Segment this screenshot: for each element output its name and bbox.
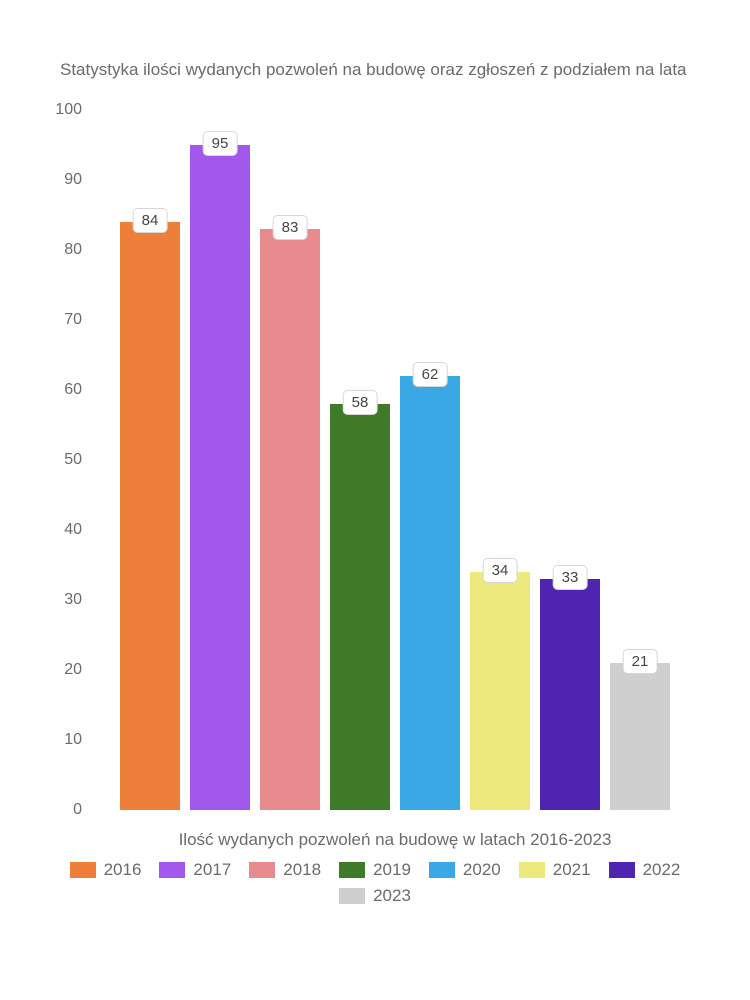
- y-tick: 20: [64, 661, 82, 679]
- y-tick: 100: [55, 101, 82, 119]
- y-tick: 60: [64, 381, 82, 399]
- legend-item-2018: 2018: [249, 860, 321, 880]
- bar-2018: 83: [260, 229, 320, 810]
- bar-wrap: 33: [540, 110, 600, 810]
- y-tick: 80: [64, 241, 82, 259]
- bar-2021: 34: [470, 572, 530, 810]
- bar-2022: 33: [540, 579, 600, 810]
- chart-area: 0102030405060708090100 8495835862343321 …: [90, 110, 700, 850]
- bar-2020: 62: [400, 376, 460, 810]
- chart-container: Statystyka ilości wydanych pozwoleń na b…: [0, 0, 750, 1000]
- legend-item-2016: 2016: [70, 860, 142, 880]
- legend-label: 2017: [193, 860, 231, 880]
- y-tick: 50: [64, 451, 82, 469]
- legend-item-2022: 2022: [609, 860, 681, 880]
- bar-value-label: 62: [413, 362, 448, 387]
- bar-value-label: 95: [203, 131, 238, 156]
- bar-wrap: 84: [120, 110, 180, 810]
- bar-wrap: 62: [400, 110, 460, 810]
- legend-swatch: [339, 862, 365, 878]
- legend-swatch: [339, 888, 365, 904]
- legend-label: 2016: [104, 860, 142, 880]
- bar-wrap: 58: [330, 110, 390, 810]
- bar-value-label: 58: [343, 390, 378, 415]
- legend-label: 2021: [553, 860, 591, 880]
- bar-2016: 84: [120, 222, 180, 810]
- y-tick: 70: [64, 311, 82, 329]
- bar-value-label: 84: [133, 208, 168, 233]
- bar-wrap: 34: [470, 110, 530, 810]
- y-tick: 30: [64, 591, 82, 609]
- bar-value-label: 83: [273, 215, 308, 240]
- y-axis: 0102030405060708090100: [50, 110, 90, 810]
- x-axis-label: Ilość wydanych pozwoleń na budowę w lata…: [90, 830, 700, 850]
- bar-wrap: 95: [190, 110, 250, 810]
- bar-wrap: 83: [260, 110, 320, 810]
- legend: 2016 2017 2018 2019 2020 2021 2022 2023: [40, 860, 710, 906]
- bar-2019: 58: [330, 404, 390, 810]
- bar-2023: 21: [610, 663, 670, 810]
- legend-item-2017: 2017: [159, 860, 231, 880]
- legend-swatch: [429, 862, 455, 878]
- y-tick: 10: [64, 731, 82, 749]
- plot-area: 8495835862343321: [90, 110, 700, 810]
- legend-label: 2020: [463, 860, 501, 880]
- legend-item-2023: 2023: [339, 886, 411, 906]
- legend-label: 2023: [373, 886, 411, 906]
- y-tick: 40: [64, 521, 82, 539]
- legend-label: 2022: [643, 860, 681, 880]
- legend-swatch: [249, 862, 275, 878]
- legend-label: 2018: [283, 860, 321, 880]
- legend-item-2020: 2020: [429, 860, 501, 880]
- y-tick: 90: [64, 171, 82, 189]
- legend-item-2021: 2021: [519, 860, 591, 880]
- y-tick: 0: [73, 801, 82, 819]
- bar-2017: 95: [190, 145, 250, 810]
- bar-value-label: 34: [483, 558, 518, 583]
- chart-title: Statystyka ilości wydanych pozwoleń na b…: [60, 60, 710, 80]
- legend-label: 2019: [373, 860, 411, 880]
- legend-swatch: [519, 862, 545, 878]
- legend-item-2019: 2019: [339, 860, 411, 880]
- legend-swatch: [70, 862, 96, 878]
- bar-value-label: 33: [553, 565, 588, 590]
- legend-swatch: [159, 862, 185, 878]
- legend-swatch: [609, 862, 635, 878]
- bar-wrap: 21: [610, 110, 670, 810]
- bar-value-label: 21: [623, 649, 658, 674]
